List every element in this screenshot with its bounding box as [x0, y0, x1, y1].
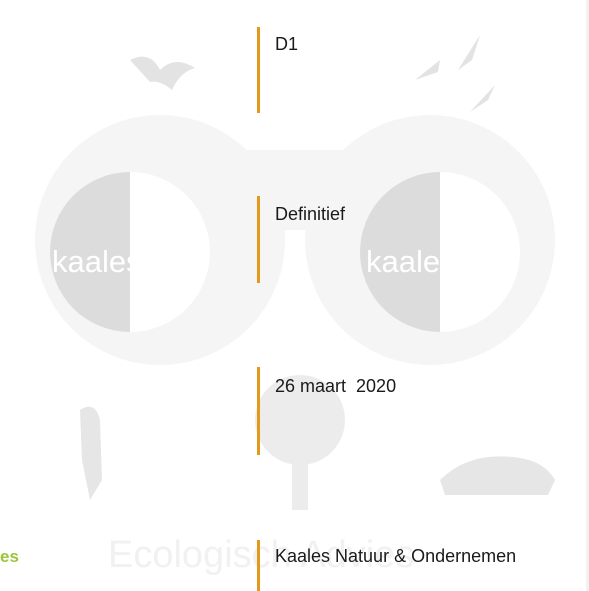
- woodpecker-icon: [80, 407, 102, 500]
- accent-bar: [257, 540, 260, 591]
- watermark-logo: kaales: [366, 244, 456, 279]
- accent-bar: [257, 367, 260, 455]
- version: D1: [275, 34, 298, 55]
- watermark-logo: kaales: [52, 244, 142, 279]
- swallow-icons: [415, 35, 495, 112]
- accent-bar: [257, 27, 260, 113]
- accent-bar: [257, 196, 260, 283]
- date: 26 maart 2020: [275, 376, 396, 397]
- watermark: kaales kaales Ecologisch Advies: [0, 0, 589, 591]
- status: Definitief: [275, 204, 345, 225]
- organisation: Kaales Natuur & Ondernemen: [275, 546, 516, 567]
- bat-icon: [130, 57, 195, 90]
- cover-page: kaales kaales Ecologisch Advies D1 Defin…: [0, 0, 589, 591]
- tree-trunk: [292, 440, 308, 510]
- brand-fragment: es: [0, 547, 19, 567]
- badger-icon: [440, 456, 555, 495]
